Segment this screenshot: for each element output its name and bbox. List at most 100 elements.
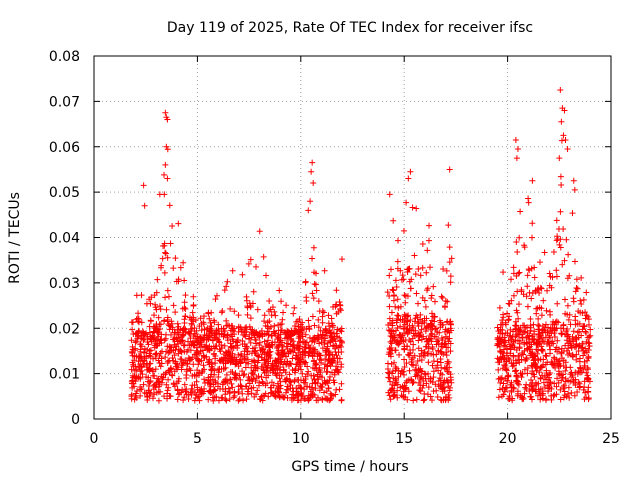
data-point-marker xyxy=(536,289,543,296)
data-point-marker xyxy=(333,287,340,294)
data-point-marker xyxy=(440,380,447,387)
data-point-marker xyxy=(408,276,415,283)
data-point-marker xyxy=(512,136,519,143)
data-point-marker xyxy=(510,292,517,299)
data-point-marker xyxy=(213,292,220,299)
data-point-marker xyxy=(442,333,449,340)
data-point-marker xyxy=(386,272,393,279)
data-point-marker xyxy=(444,318,451,325)
data-point-marker xyxy=(448,255,455,262)
data-point-marker xyxy=(183,388,190,395)
data-point-marker xyxy=(571,186,578,193)
data-point-marker xyxy=(251,357,258,364)
data-point-marker xyxy=(132,390,139,397)
data-point-marker xyxy=(250,288,257,295)
data-point-marker xyxy=(147,347,154,354)
data-point-marker xyxy=(190,301,197,308)
data-point-marker xyxy=(305,342,312,349)
data-point-marker xyxy=(139,357,146,364)
data-point-marker xyxy=(434,393,441,400)
data-point-marker xyxy=(155,357,162,364)
data-point-marker xyxy=(287,361,294,368)
data-point-marker xyxy=(508,388,515,395)
data-point-marker xyxy=(405,388,412,395)
data-point-marker xyxy=(319,331,326,338)
data-point-marker xyxy=(504,373,511,380)
data-point-marker xyxy=(302,352,309,359)
data-point-marker xyxy=(137,374,144,381)
data-point-marker xyxy=(539,338,546,345)
data-point-marker xyxy=(329,334,336,341)
data-point-marker xyxy=(311,376,318,383)
data-point-marker xyxy=(164,254,171,261)
data-point-marker xyxy=(190,314,197,321)
data-point-marker xyxy=(400,325,407,332)
data-point-marker xyxy=(443,349,450,356)
data-point-marker xyxy=(385,389,392,396)
data-point-marker xyxy=(338,380,345,387)
data-point-marker xyxy=(266,343,273,350)
data-point-marker xyxy=(543,370,550,377)
data-point-marker xyxy=(538,327,545,334)
data-point-marker xyxy=(542,352,549,359)
y-tick-label: 0.07 xyxy=(49,94,80,110)
data-point-marker xyxy=(235,351,242,358)
data-point-marker xyxy=(268,379,275,386)
data-point-marker xyxy=(162,161,169,168)
data-point-marker xyxy=(390,297,397,304)
data-point-marker xyxy=(554,300,561,307)
data-point-marker xyxy=(581,396,588,403)
data-point-marker xyxy=(331,371,338,378)
data-point-marker xyxy=(562,367,569,374)
data-point-marker xyxy=(141,202,148,209)
data-point-marker xyxy=(415,337,422,344)
data-point-marker xyxy=(153,350,160,357)
x-tick-label: 0 xyxy=(90,431,99,447)
data-point-marker xyxy=(410,341,417,348)
data-point-marker xyxy=(322,355,329,362)
data-point-marker xyxy=(437,381,444,388)
data-point-marker xyxy=(302,373,309,380)
data-point-marker xyxy=(315,316,322,323)
data-point-marker xyxy=(179,386,186,393)
data-point-marker xyxy=(212,334,219,341)
data-point-marker xyxy=(424,285,431,292)
data-point-marker xyxy=(430,368,437,375)
data-point-marker xyxy=(224,332,231,339)
data-point-marker xyxy=(413,290,420,297)
data-point-marker xyxy=(155,333,162,340)
data-point-marker xyxy=(271,339,278,346)
data-point-marker xyxy=(148,294,155,301)
data-point-marker xyxy=(255,373,262,380)
y-tick-label: 0 xyxy=(71,412,80,428)
data-point-marker xyxy=(309,255,316,262)
data-point-marker xyxy=(428,317,435,324)
data-point-marker xyxy=(310,335,317,342)
data-point-marker xyxy=(586,343,593,350)
data-point-marker xyxy=(334,326,341,333)
data-point-marker xyxy=(430,388,437,395)
data-point-marker xyxy=(187,367,194,374)
data-point-marker xyxy=(537,396,544,403)
data-point-marker xyxy=(412,271,419,278)
data-point-marker xyxy=(521,328,528,335)
data-point-marker xyxy=(546,308,553,315)
x-tick-label: 5 xyxy=(193,431,202,447)
data-point-marker xyxy=(387,353,394,360)
data-point-marker xyxy=(193,327,200,334)
data-point-marker xyxy=(283,302,290,309)
data-point-marker xyxy=(394,324,401,331)
data-point-marker xyxy=(165,384,172,391)
data-point-marker xyxy=(184,360,191,367)
data-point-marker xyxy=(521,242,528,249)
data-point-marker xyxy=(529,386,536,393)
data-point-marker xyxy=(559,261,566,268)
data-point-marker xyxy=(162,250,169,257)
data-point-marker xyxy=(407,349,414,356)
data-point-marker xyxy=(259,363,266,370)
data-point-marker xyxy=(428,350,435,357)
data-point-marker xyxy=(556,358,563,365)
data-point-marker xyxy=(507,346,514,353)
data-point-marker xyxy=(410,397,417,404)
tick-labels: 0 5 10 15 20 25 0 0.01 0.02 0.03 0.04 0.05 0.06 0.07 0… xyxy=(49,49,620,447)
